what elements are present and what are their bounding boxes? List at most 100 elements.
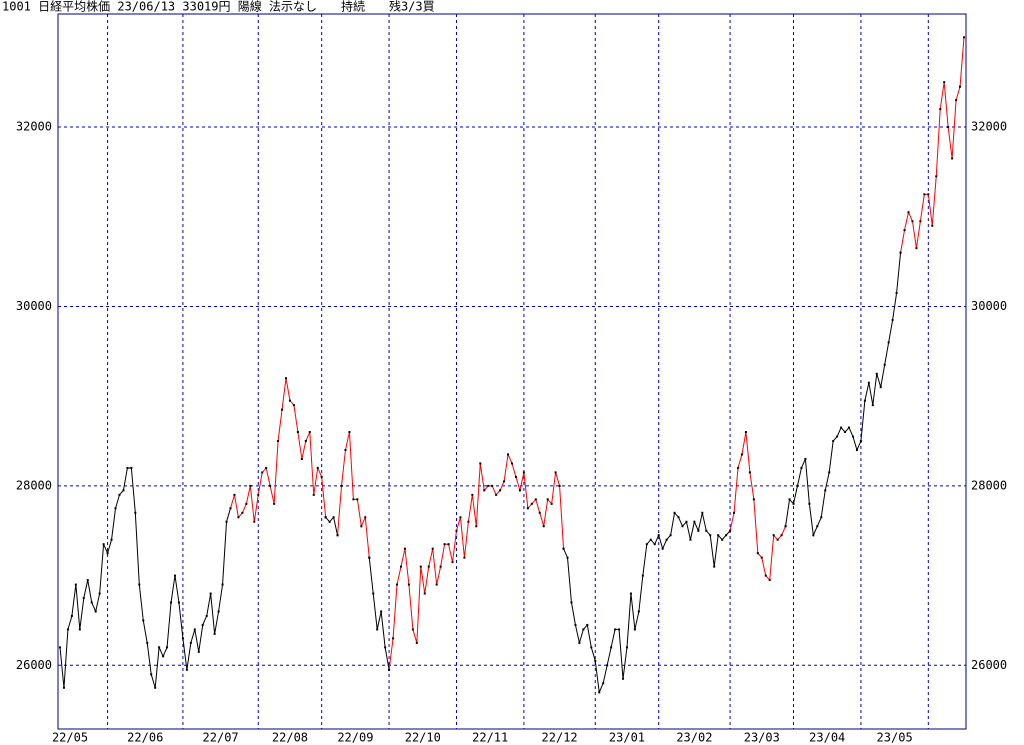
y-tick-label-right: 28000 <box>971 478 1007 492</box>
price-point <box>380 610 383 613</box>
price-point <box>737 466 739 469</box>
price-point <box>154 686 157 689</box>
price-point <box>66 628 69 631</box>
price-point <box>403 547 406 550</box>
price-point <box>903 229 906 232</box>
price-point <box>546 498 549 501</box>
price-point <box>265 466 268 469</box>
price-point <box>899 251 902 254</box>
price-point <box>681 525 684 528</box>
price-point <box>419 565 422 568</box>
price-point <box>622 677 625 680</box>
price-point <box>840 426 843 429</box>
price-point <box>296 431 299 434</box>
price-point <box>304 440 307 443</box>
price-point <box>649 538 652 541</box>
price-point <box>629 592 632 595</box>
price-point <box>233 493 236 496</box>
price-point <box>744 431 747 434</box>
price-point <box>511 462 513 465</box>
price-point <box>185 668 188 671</box>
price-point <box>245 502 248 505</box>
price-point <box>740 453 743 456</box>
price-point <box>217 610 220 613</box>
price-point <box>475 525 478 528</box>
price-point <box>320 475 323 478</box>
price-point <box>225 520 228 523</box>
price-point <box>162 655 165 658</box>
price-point <box>491 484 494 487</box>
price-point <box>705 529 708 532</box>
price-point <box>784 525 787 528</box>
price-point <box>685 520 688 523</box>
y-tick-label-right: 26000 <box>971 658 1007 672</box>
price-point <box>106 552 109 555</box>
price-point <box>697 529 700 532</box>
price-point <box>709 534 712 537</box>
price-point <box>911 220 914 223</box>
price-point <box>439 565 442 568</box>
price-point <box>312 493 315 496</box>
price-point <box>701 511 704 514</box>
chart-title: 1001 日経平均株価 23/06/13 33019円 陽線 法示なし 持続 残… <box>2 0 435 14</box>
price-point <box>836 435 839 438</box>
price-point <box>562 547 565 550</box>
price-point <box>324 516 327 519</box>
price-point <box>828 471 831 474</box>
price-point <box>820 516 823 519</box>
x-tick-label: 22/06 <box>127 731 163 745</box>
price-point <box>578 641 581 644</box>
price-point <box>661 547 664 550</box>
price-point <box>479 462 482 465</box>
price-point <box>209 592 212 595</box>
price-point <box>824 489 827 492</box>
x-tick-label: 22/08 <box>272 731 308 745</box>
price-point <box>851 435 854 438</box>
price-point <box>586 623 589 626</box>
price-point <box>300 457 303 460</box>
price-point <box>431 547 434 550</box>
y-tick-label: 28000 <box>16 478 52 492</box>
price-point <box>812 534 815 537</box>
price-point <box>372 592 375 595</box>
x-tick-label: 22/10 <box>405 731 441 745</box>
price-point <box>717 534 720 537</box>
price-point <box>534 498 537 501</box>
price-point <box>764 574 767 577</box>
price-point <box>447 543 450 546</box>
price-point <box>130 466 133 469</box>
price-point <box>471 493 474 496</box>
price-line <box>368 557 390 670</box>
price-point <box>138 583 141 586</box>
price-point <box>887 341 890 344</box>
price-point <box>114 507 117 510</box>
x-tick-label: 23/05 <box>877 731 913 745</box>
price-point <box>875 372 878 375</box>
price-point <box>796 484 799 487</box>
price-point <box>205 614 208 617</box>
price-point <box>725 534 728 537</box>
price-point <box>257 493 260 496</box>
price-point <box>201 623 204 626</box>
price-point <box>832 440 835 443</box>
price-point <box>487 484 490 487</box>
price-point <box>110 538 113 541</box>
price-point <box>538 511 541 514</box>
price-point <box>768 579 771 582</box>
price-point <box>166 646 169 649</box>
price-point <box>526 507 529 510</box>
price-point <box>78 628 81 631</box>
price-point <box>641 574 644 577</box>
price-point <box>277 440 280 443</box>
price-point <box>530 502 533 505</box>
price-point <box>181 637 184 640</box>
price-point <box>558 484 561 487</box>
price-point <box>808 502 811 505</box>
y-tick-label-right: 32000 <box>971 120 1007 134</box>
price-point <box>142 619 145 622</box>
price-point <box>594 659 597 662</box>
price-point <box>653 543 656 546</box>
price-point <box>98 592 101 595</box>
